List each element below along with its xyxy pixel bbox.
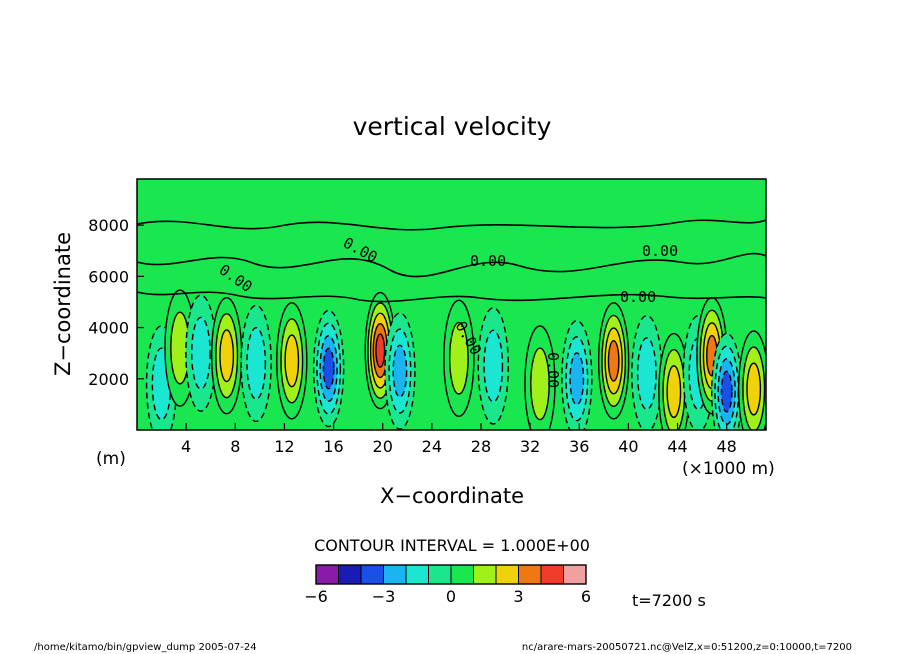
footer-left: /home/kitamo/bin/gpview_dump 2005-07-24	[34, 642, 257, 653]
velocity-field	[145, 289, 766, 430]
wave-cell	[666, 365, 682, 419]
plot-area	[136, 178, 767, 431]
contour-interval-label: CONTOUR INTERVAL = 1.000E+00	[314, 536, 590, 555]
x-axis: 4 8 12 16 20 24 28 32 36 40 44 48	[181, 423, 737, 456]
colorbar-swatch	[405, 564, 429, 585]
zero-contour-lower	[137, 291, 766, 303]
colorbar-swatch	[428, 564, 452, 585]
colorbar-swatch	[383, 564, 407, 585]
colorbar-swatch	[450, 564, 474, 585]
x-tick-label: 12	[274, 437, 294, 456]
plot-frame	[136, 178, 767, 431]
y-tick-label: 2000	[88, 370, 129, 389]
contour-label: 0.00	[470, 252, 506, 270]
colorbar-swatch	[473, 564, 497, 585]
colorbar-tick-label: 3	[513, 587, 523, 606]
wave-cell	[636, 337, 657, 411]
x-unit-label: (×1000 m)	[682, 459, 775, 479]
contour-label: 0.00	[544, 352, 562, 388]
wave-cell	[284, 334, 300, 388]
x-tick-label: 20	[373, 437, 393, 456]
x-tick-label: 48	[717, 437, 737, 456]
colorbar-swatch	[495, 564, 519, 585]
colorbar-tick-label: −3	[372, 587, 396, 606]
colorbar-swatch	[338, 564, 362, 585]
colorbar-swatch	[563, 564, 587, 585]
wave-cell	[246, 327, 267, 400]
colorbar-swatch	[360, 564, 384, 585]
y-axis-label: Z−coordinate	[51, 232, 75, 376]
wave-cell	[746, 362, 762, 416]
wave-cell	[448, 321, 469, 395]
chart-title: vertical velocity	[353, 112, 552, 141]
zero-contour-upper	[137, 252, 766, 278]
wave-cell	[219, 329, 235, 383]
wave-cell	[190, 316, 211, 390]
x-tick-label: 4	[181, 437, 191, 456]
wave-cell	[392, 344, 408, 398]
x-axis-label: X−coordinate	[380, 484, 524, 508]
time-label: t=7200 s	[632, 591, 706, 610]
contour-label: 0.00	[620, 288, 656, 306]
x-tick-label: 28	[471, 437, 491, 456]
colorbar-tick-label: 6	[581, 587, 591, 606]
wave-cell	[720, 370, 733, 413]
x-tick-label: 36	[569, 437, 589, 456]
wave-cell	[530, 347, 550, 421]
y-tick-label: 8000	[88, 216, 129, 235]
colorbar-swatch	[315, 564, 339, 585]
colorbar-tick-label: 0	[446, 587, 456, 606]
y-tick-label: 4000	[88, 319, 129, 338]
x-tick-label: 40	[618, 437, 638, 456]
footer-right: nc/arare-mars-20050721.nc@VelZ,x=0:51200…	[522, 642, 852, 653]
x-tick-label: 32	[520, 437, 540, 456]
wave-cell	[322, 347, 335, 390]
zero-contour-top	[137, 219, 766, 231]
y-tick-label: 6000	[88, 267, 129, 286]
contour-label: 0.00	[642, 242, 678, 260]
x-tick-label: 16	[323, 437, 343, 456]
x-tick-label: 24	[422, 437, 442, 456]
colorbar-frame	[315, 564, 587, 585]
wave-cell	[483, 329, 504, 403]
wave-cell	[375, 333, 386, 368]
wave-cell	[569, 352, 585, 406]
wave-cell	[607, 339, 620, 382]
contour-lines	[137, 219, 766, 303]
y-unit-label: (m)	[96, 449, 126, 469]
y-axis: 2000 4000 6000 8000	[88, 216, 144, 389]
x-tick-label: 8	[230, 437, 240, 456]
colorbar-swatch	[518, 564, 542, 585]
colorbar: −6 −3 0 3 6	[304, 564, 591, 606]
x-tick-label: 44	[667, 437, 687, 456]
colorbar-swatch	[540, 564, 564, 585]
colorbar-tick-label: −6	[304, 587, 328, 606]
